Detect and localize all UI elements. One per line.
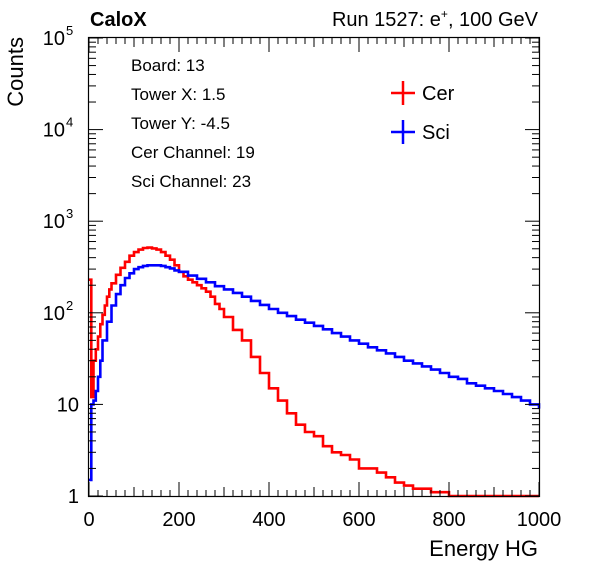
legend: Cer Sci [391, 81, 455, 144]
legend-label-sci: Sci [422, 122, 450, 144]
y-tick-label: 1 [68, 486, 79, 508]
info-line: Cer Channel: 19 [131, 143, 255, 162]
x-tick-label: 600 [342, 509, 375, 531]
info-box: Board: 13 Tower X: 1.5 Tower Y: -4.5 Cer Ch… [131, 56, 255, 191]
y-tick-exponent: 4 [66, 115, 73, 130]
y-tick-base: 10 [57, 394, 79, 416]
series-sci-line [89, 264, 541, 482]
y-tick-exponent: 5 [66, 23, 73, 38]
run-suffix: , 100 GeV [448, 9, 539, 31]
y-tick-exponent: 2 [66, 298, 73, 313]
y-tick-base: 10 [43, 28, 65, 50]
legend-label-cer: Cer [422, 83, 455, 105]
info-line: Board: 13 [131, 56, 205, 75]
plot-frame [87, 36, 541, 498]
y-tick-base: 1 [68, 486, 79, 508]
y-tick-label: 10 [57, 394, 79, 416]
run-particle-sup: + [441, 7, 448, 21]
run-label: Run 1527: e+, 100 GeV [332, 7, 539, 31]
series-cer-line [89, 246, 539, 498]
y-tick-label: 10 [43, 303, 65, 325]
x-tick-label: 1000 [517, 509, 562, 531]
y-tick-label: 10 [43, 211, 65, 233]
info-line: Tower X: 1.5 [131, 85, 226, 104]
x-tick-label: 800 [432, 509, 465, 531]
y-tick-base: 10 [43, 303, 65, 325]
x-tick-label: 400 [252, 509, 285, 531]
y-axis-label: Counts [3, 37, 28, 107]
x-axis-label: Energy HG [429, 536, 538, 561]
y-tick-base: 10 [43, 211, 65, 233]
x-tick-label: 200 [162, 509, 195, 531]
experiment-label: CaloX [90, 9, 147, 31]
y-tick-label: 10 [43, 28, 65, 50]
info-line: Sci Channel: 23 [131, 172, 251, 191]
y-tick-exponent: 3 [66, 206, 73, 221]
x-axis: 0 200 400 600 800 1000 [83, 38, 561, 531]
info-line: Tower Y: -4.5 [131, 114, 230, 133]
run-prefix: Run 1527: e [332, 9, 441, 31]
x-tick-label: 0 [83, 509, 94, 531]
series-layer [89, 246, 541, 498]
y-tick-base: 10 [43, 120, 65, 142]
y-tick-label: 10 [43, 120, 65, 142]
